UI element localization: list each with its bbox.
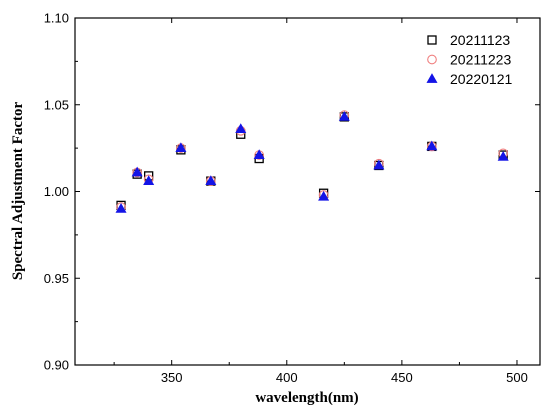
axis-ticks: 350 400 450 500 0.90 0.95 1.00 1.05 1.10: [44, 11, 540, 385]
y-tick-label: 1.00: [44, 184, 69, 199]
data-point-series-3: [426, 140, 438, 151]
data-point-series-3: [497, 150, 509, 161]
data-point-series-3: [235, 123, 247, 133]
data-point-series-3: [175, 142, 187, 153]
x-tick-label: 450: [391, 370, 413, 385]
x-tick-label: 350: [161, 370, 183, 385]
legend-marker-2: [427, 54, 437, 65]
y-tick-label: 0.90: [44, 358, 69, 373]
legend: 20211123 20211223 20220121: [426, 32, 513, 87]
data-point-series-3: [338, 111, 350, 121]
y-tick-label: 1.10: [44, 11, 69, 26]
y-tick-label: 1.05: [44, 97, 69, 112]
data-point-series-3: [205, 175, 217, 185]
data-point-series-3: [318, 190, 330, 201]
data-point-series-3: [115, 203, 127, 213]
y-axis-title: Spectral Adjustment Factor: [10, 102, 26, 281]
data-point-series-3: [143, 175, 155, 185]
data-point-series-3: [253, 149, 265, 159]
legend-label-2: 20211223: [450, 52, 511, 68]
legend-label-3: 20220121: [450, 71, 513, 87]
data-point-series-3: [131, 166, 143, 177]
x-tick-label: 500: [506, 370, 528, 385]
x-axis-title: wavelength(nm): [255, 390, 358, 406]
y-tick-label: 0.95: [44, 271, 69, 286]
data-point-series-3: [373, 159, 385, 170]
legend-marker-1: [427, 35, 437, 45]
legend-label-1: 20211123: [450, 32, 510, 48]
legend-marker-3: [426, 73, 438, 83]
data-points: [115, 110, 509, 213]
x-tick-label: 400: [276, 370, 298, 385]
